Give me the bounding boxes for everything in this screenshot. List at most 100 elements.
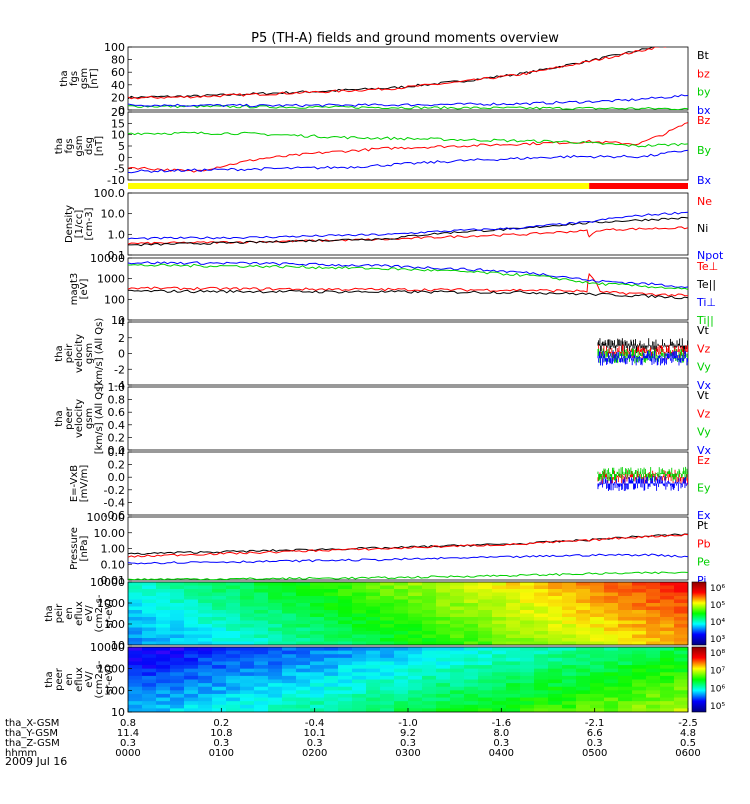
spectrogram-cell — [198, 647, 213, 652]
spectrogram-cell — [198, 582, 213, 587]
y-tick-label: 0.6 — [108, 406, 126, 419]
spectrogram-cell — [282, 693, 297, 699]
spectrogram-cell — [352, 641, 367, 645]
spectrogram-cell — [506, 582, 521, 587]
y-tick-label: 4 — [118, 316, 125, 329]
spectrogram-cell — [450, 708, 465, 712]
legend-label: Te|| — [696, 278, 716, 291]
spectrogram-cell — [128, 654, 143, 659]
x-axis-row-label: tha_Y-GSM — [5, 728, 58, 739]
spectrogram-cell — [254, 624, 269, 629]
spectrogram-cell — [478, 603, 493, 608]
spectrogram-cell — [282, 668, 297, 673]
series-line-Bx — [128, 149, 688, 174]
spectrogram-cell — [590, 627, 605, 632]
legend-label: Vx — [697, 379, 712, 392]
spectrogram-cell — [506, 627, 521, 632]
y-axis-label: (cm2-s- — [94, 594, 105, 632]
spectrogram-cell — [170, 596, 185, 601]
spectrogram-cell — [254, 668, 269, 673]
spectrogram-cell — [436, 657, 451, 663]
y-axis-label: fgs — [69, 71, 80, 86]
y-tick-label: 0.01 — [101, 574, 126, 587]
spectrogram-cell — [646, 627, 661, 632]
spectrogram-cell — [128, 683, 143, 688]
spectrogram-cell — [646, 665, 661, 670]
spectrogram-cell — [128, 641, 143, 645]
spectrogram-cell — [590, 613, 605, 618]
spectrogram-cell — [408, 672, 423, 677]
spectrogram-cell — [380, 641, 395, 645]
spectrogram-cell — [660, 589, 675, 594]
spectrogram-cell — [128, 596, 143, 601]
spectrogram-cell — [464, 683, 479, 688]
spectrogram-cell — [436, 592, 451, 597]
spectrogram-cell — [646, 624, 661, 629]
spectrogram-cell — [548, 585, 563, 590]
series-line-Te|| — [128, 289, 688, 300]
spectrogram-cell — [436, 620, 451, 625]
spectrogram-cell — [646, 675, 661, 681]
spectrogram-cell — [156, 675, 171, 681]
spectrogram-cell — [268, 657, 283, 663]
x-axis-tick-label: -2.5 — [678, 718, 698, 729]
spectrogram-cell — [674, 599, 688, 604]
spectrogram-cell — [296, 675, 311, 681]
spectrogram-cell — [296, 654, 311, 659]
spectrogram-cell — [590, 634, 605, 639]
x-axis-tick-label: 0200 — [302, 748, 327, 759]
spectrogram-cell — [646, 606, 661, 611]
spectrogram-cell — [674, 631, 688, 636]
spectrogram-cell — [492, 668, 507, 673]
spectrogram-cell — [254, 634, 269, 639]
spectrogram-cell — [604, 661, 619, 666]
spectrogram-cell — [394, 613, 409, 618]
spectrogram-cell — [562, 650, 577, 655]
series-line-Pi — [128, 553, 688, 565]
spectrogram-cell — [492, 704, 507, 709]
spectrogram-cell — [422, 675, 437, 681]
spectrogram-cell — [590, 589, 605, 594]
spectrogram-cell — [226, 592, 241, 597]
spectrogram-cell — [660, 661, 675, 666]
y-tick-label: 0.2 — [108, 431, 126, 444]
spectrogram-cell — [534, 708, 549, 712]
spectrogram-cell — [436, 650, 451, 655]
spectrogram-cell — [520, 701, 535, 706]
spectrogram-cell — [128, 582, 143, 587]
y-axis-label: gsm — [74, 135, 85, 156]
spectrogram-cell — [156, 617, 171, 622]
spectrogram-cell — [660, 650, 675, 655]
spectrogram-cell — [338, 668, 353, 673]
spectrogram-cell — [506, 661, 521, 666]
spectrogram-cell — [534, 641, 549, 645]
spectrogram-cell — [170, 697, 185, 702]
spectrogram-cell — [352, 603, 367, 608]
spectrogram-cell — [282, 589, 297, 594]
spectrogram-cell — [506, 641, 521, 645]
spectrogram-cell — [268, 647, 283, 652]
spectrogram-cell — [632, 585, 647, 590]
spectrogram-cell — [436, 708, 451, 712]
spectrogram-cell — [226, 697, 241, 702]
spectrogram-cell — [254, 585, 269, 590]
spectrogram-cell — [660, 679, 675, 684]
spectrogram-cell — [394, 693, 409, 699]
y-tick-label: 1.0 — [108, 228, 126, 241]
spectrogram-cell — [548, 596, 563, 601]
spectrogram-cell — [310, 708, 325, 712]
spectrogram-cell — [184, 610, 199, 615]
spectrogram-cell — [254, 693, 269, 699]
spectrogram-cell — [646, 592, 661, 597]
spectrogram-cell — [520, 672, 535, 677]
spectrogram-cell — [226, 683, 241, 688]
spectrogram-cell — [352, 697, 367, 702]
x-axis-row-label: tha_X-GSM — [5, 718, 59, 729]
spectrogram-cell — [576, 613, 591, 618]
spectrogram-cell — [604, 631, 619, 636]
spectrogram-cell — [268, 603, 283, 608]
spectrogram-cell — [352, 624, 367, 629]
spectrogram-cell — [478, 650, 493, 655]
